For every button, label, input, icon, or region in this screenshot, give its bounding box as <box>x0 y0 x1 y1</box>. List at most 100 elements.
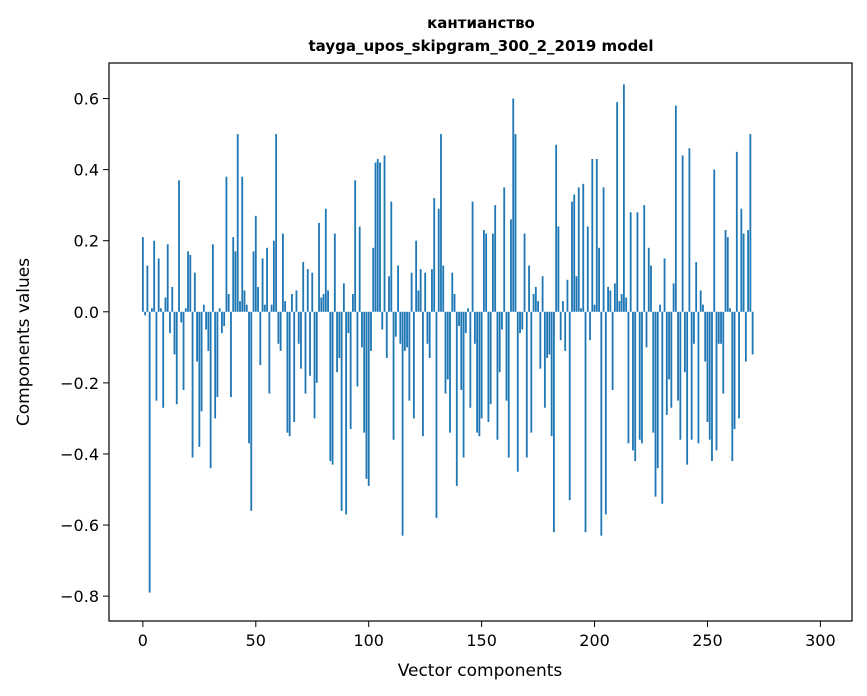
bar-226 <box>652 311 655 433</box>
bar-6 <box>155 311 158 401</box>
bar-85 <box>333 233 336 312</box>
y-tick-label: 0.6 <box>74 90 99 109</box>
y-tick-label: −0.4 <box>60 445 99 464</box>
bar-176 <box>539 311 542 369</box>
bar-127 <box>428 311 431 358</box>
chart-title: кантианство <box>427 14 535 32</box>
bar-97 <box>361 311 363 348</box>
bar-172 <box>530 311 533 433</box>
bar-167 <box>519 311 521 334</box>
bar-243 <box>690 311 693 440</box>
bar-206 <box>607 286 609 312</box>
bar-65 <box>288 311 291 437</box>
bar-121 <box>415 240 418 312</box>
bar-104 <box>376 158 379 312</box>
bar-199 <box>591 158 594 312</box>
bar-111 <box>392 311 395 440</box>
bar-50 <box>254 215 257 312</box>
bar-200 <box>593 304 596 312</box>
bar-88 <box>340 311 343 511</box>
bar-60 <box>277 311 280 344</box>
bar-150 <box>480 311 483 419</box>
bar-238 <box>679 311 682 440</box>
bar-196 <box>584 311 587 533</box>
bar-series <box>141 84 754 593</box>
bar-254 <box>715 311 718 451</box>
bar-16 <box>178 180 180 312</box>
bar-11 <box>166 244 169 312</box>
bar-42 <box>236 134 239 312</box>
bar-130 <box>435 311 438 518</box>
bar-112 <box>394 311 397 337</box>
bar-147 <box>473 311 476 344</box>
bar-259 <box>726 237 729 312</box>
bar-14 <box>173 311 176 355</box>
bar-54 <box>263 304 266 312</box>
x-axis-label: Vector components <box>398 661 563 681</box>
bar-100 <box>367 311 370 486</box>
bar-91 <box>347 311 350 334</box>
bar-58 <box>272 240 275 312</box>
bar-8 <box>160 308 162 312</box>
bar-2 <box>146 265 149 312</box>
bar-249 <box>704 311 707 362</box>
bar-198 <box>589 311 591 341</box>
bar-15 <box>175 311 178 405</box>
bar-241 <box>686 311 689 465</box>
bar-31 <box>211 244 214 312</box>
bar-71 <box>302 262 305 312</box>
bar-269 <box>749 134 752 312</box>
bar-270 <box>751 311 754 355</box>
bar-107 <box>383 155 386 312</box>
bar-151 <box>482 230 485 312</box>
bar-105 <box>379 162 381 312</box>
bar-201 <box>595 158 598 312</box>
bar-36 <box>223 311 226 327</box>
bar-224 <box>647 247 650 312</box>
bar-20 <box>187 251 189 312</box>
bar-41 <box>234 251 237 312</box>
bar-217 <box>632 311 634 451</box>
x-tick-label: 100 <box>353 631 384 650</box>
bar-142 <box>462 311 465 458</box>
bar-80 <box>322 294 325 312</box>
y-axis-ticks: 0.6 0.4 0.2 0.0 −0.2 −0.4 −0.6 −0.8 <box>60 90 109 606</box>
bar-143 <box>464 311 467 334</box>
bar-163 <box>510 219 512 312</box>
bar-109 <box>388 276 390 312</box>
bar-32 <box>214 311 217 419</box>
bar-173 <box>532 294 535 312</box>
bar-149 <box>478 311 481 437</box>
bar-87 <box>338 311 341 358</box>
bar-182 <box>552 311 555 533</box>
bar-231 <box>663 258 666 312</box>
bar-247 <box>699 290 702 312</box>
bar-181 <box>550 311 553 437</box>
y-tick-label: −0.8 <box>60 587 99 606</box>
bar-79 <box>320 297 323 312</box>
bar-265 <box>740 208 743 312</box>
bar-9 <box>162 311 165 408</box>
bar-246 <box>697 311 700 444</box>
bar-74 <box>309 311 311 376</box>
bar-157 <box>496 311 499 440</box>
bar-129 <box>433 198 436 312</box>
bar-255 <box>717 311 720 344</box>
bar-139 <box>455 311 458 486</box>
bar-261 <box>731 311 734 462</box>
bar-203 <box>600 311 603 536</box>
bar-118 <box>408 311 411 401</box>
bar-253 <box>713 169 716 312</box>
bar-103 <box>374 162 377 312</box>
bar-262 <box>733 311 736 430</box>
bar-94 <box>354 180 357 312</box>
bar-75 <box>311 272 314 312</box>
chart-subtitle: tayga_upos_skipgram_300_2_2019 model <box>309 37 654 55</box>
bar-207 <box>609 290 612 312</box>
bar-194 <box>580 308 582 312</box>
bar-227 <box>654 311 657 497</box>
bar-178 <box>543 311 546 408</box>
bar-239 <box>681 155 684 312</box>
bar-12 <box>169 311 171 334</box>
